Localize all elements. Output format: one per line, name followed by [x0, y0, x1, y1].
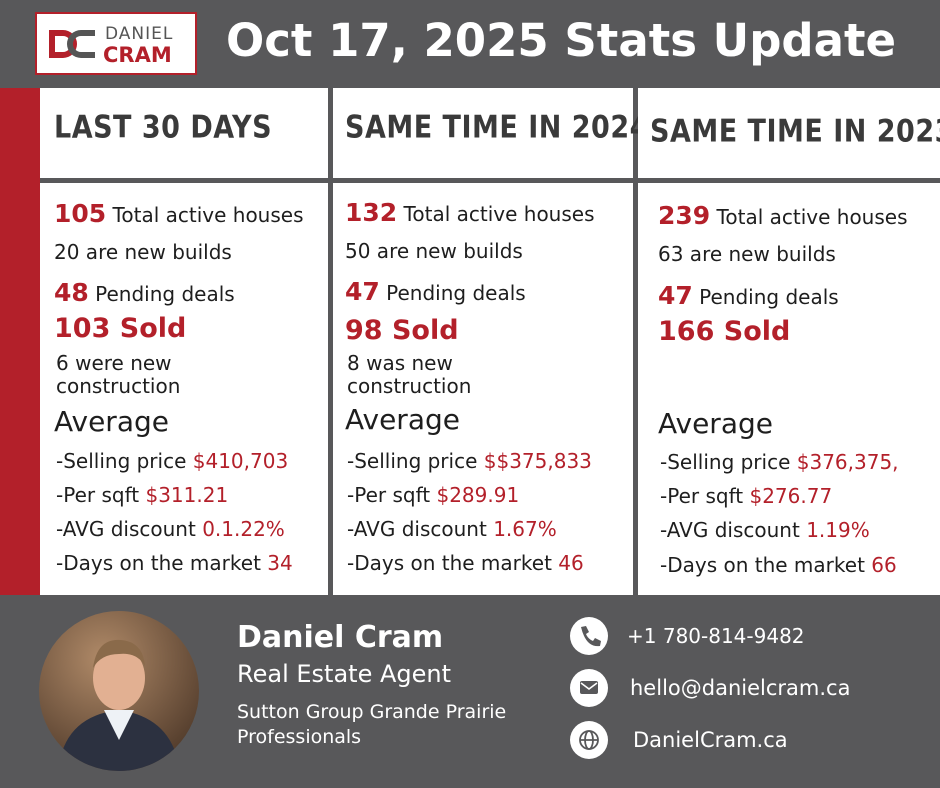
sold-note: 8 was new construction — [347, 351, 472, 398]
active-row: 132 Total active houses — [345, 198, 595, 227]
stat-label: -Per sqft — [660, 484, 744, 508]
new-builds: 50 are new builds — [345, 239, 523, 263]
new-builds: 20 are new builds — [54, 240, 232, 264]
stat-row: -AVG discount 0.1.22% — [56, 517, 285, 541]
active-label: Total active houses — [403, 202, 595, 226]
agent-company: Sutton Group Grande Prairie Professional… — [237, 701, 507, 748]
stat-label: -Selling price — [660, 450, 791, 474]
stat-label: -AVG discount — [347, 517, 487, 541]
pending-number: 48 — [54, 278, 89, 307]
sold: 103 Sold — [54, 313, 187, 344]
logo: DANIEL CRAM — [35, 12, 197, 75]
column-header — [333, 88, 633, 178]
active-number: 105 — [54, 199, 107, 228]
average-heading: Average — [345, 403, 460, 436]
stat-value: $289.91 — [436, 483, 520, 507]
active-label: Total active houses — [112, 203, 304, 227]
stat-row: -Selling price $410,703 — [56, 449, 288, 473]
pending-number: 47 — [658, 281, 693, 310]
stat-row: -Selling price $376,375, — [660, 450, 899, 474]
email[interactable]: hello@danielcram.ca — [630, 676, 851, 700]
accent-stripe — [0, 88, 40, 595]
active-label: Total active houses — [716, 205, 908, 229]
stat-row: -Per sqft $289.91 — [347, 483, 519, 507]
stat-label: -Days on the market — [56, 551, 261, 575]
sold: 166 Sold — [658, 316, 791, 347]
new-builds: 63 are new builds — [658, 242, 836, 266]
stat-value: $311.21 — [145, 483, 229, 507]
column-body — [638, 183, 940, 595]
stat-row: -Per sqft $276.77 — [660, 484, 832, 508]
active-number: 239 — [658, 201, 711, 230]
column-body — [333, 183, 633, 595]
stat-row: -AVG discount 1.67% — [347, 517, 557, 541]
stat-row: -Days on the market 46 — [347, 551, 584, 575]
average-heading: Average — [658, 407, 773, 440]
pending-row: 48 Pending deals — [54, 278, 235, 307]
stat-label: -Per sqft — [347, 483, 431, 507]
stat-value: 0.1.22% — [202, 517, 285, 541]
title: Oct 17, 2025 Stats Update — [226, 14, 897, 67]
column-heading: LAST 30 DAYS — [54, 109, 273, 146]
stat-row: -Days on the market 34 — [56, 551, 293, 575]
agent-photo — [39, 611, 199, 771]
pending-label: Pending deals — [699, 285, 839, 309]
stat-row: -Per sqft $311.21 — [56, 483, 228, 507]
pending-label: Pending deals — [95, 282, 235, 306]
stat-label: -Selling price — [56, 449, 187, 473]
agent-role: Real Estate Agent — [237, 660, 451, 688]
sold-note: 6 were new construction — [56, 351, 181, 398]
stat-row: -AVG discount 1.19% — [660, 518, 870, 542]
average-heading: Average — [54, 405, 169, 438]
active-row: 105 Total active houses — [54, 199, 304, 228]
stat-label: -Per sqft — [56, 483, 140, 507]
logo-line2: CRAM — [103, 43, 172, 67]
website[interactable]: DanielCram.ca — [633, 728, 788, 752]
stat-label: -Selling price — [347, 449, 478, 473]
pending-label: Pending deals — [386, 281, 526, 305]
column-header — [40, 88, 328, 178]
pending-number: 47 — [345, 277, 380, 306]
stat-label: -Days on the market — [347, 551, 552, 575]
agent-name: Daniel Cram — [237, 620, 444, 655]
stat-value: 46 — [558, 551, 584, 575]
column-body — [40, 183, 328, 595]
sold: 98 Sold — [345, 315, 459, 346]
pending-row: 47 Pending deals — [345, 277, 526, 306]
stat-row: -Selling price $$375,833 — [347, 449, 592, 473]
stat-label: -Days on the market — [660, 553, 865, 577]
active-number: 132 — [345, 198, 398, 227]
stat-value: $376,375, — [796, 450, 899, 474]
column-heading: SAME TIME IN 2023 — [650, 113, 940, 150]
logo-line1: DANIEL — [105, 24, 174, 44]
logo-mark — [49, 30, 95, 58]
active-row: 239 Total active houses — [658, 201, 908, 230]
stat-value: 34 — [267, 551, 293, 575]
column-header — [638, 88, 940, 178]
stat-value: $276.77 — [749, 484, 833, 508]
stat-value: $410,703 — [192, 449, 289, 473]
phone[interactable]: +1 780-814-9482 — [627, 624, 805, 648]
pending-row: 47 Pending deals — [658, 281, 839, 310]
stat-label: -AVG discount — [660, 518, 800, 542]
column-heading: SAME TIME IN 2024 — [345, 109, 649, 146]
stat-value: 1.67% — [493, 517, 557, 541]
contact-icons — [570, 617, 608, 759]
stat-value: 1.19% — [806, 518, 870, 542]
stat-value: 66 — [871, 553, 897, 577]
stat-row: -Days on the market 66 — [660, 553, 897, 577]
stat-label: -AVG discount — [56, 517, 196, 541]
stat-value: $$375,833 — [483, 449, 592, 473]
